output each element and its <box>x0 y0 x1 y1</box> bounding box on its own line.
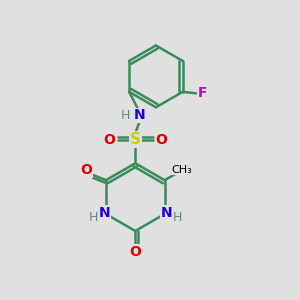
Text: F: F <box>198 86 207 100</box>
Text: O: O <box>155 133 167 147</box>
Text: N: N <box>160 206 172 220</box>
Text: O: O <box>103 133 115 147</box>
Text: O: O <box>129 244 141 259</box>
Text: CH₃: CH₃ <box>171 165 192 175</box>
Text: H: H <box>89 211 98 224</box>
Text: H: H <box>120 109 130 122</box>
Text: N: N <box>134 108 146 122</box>
Text: S: S <box>130 132 141 147</box>
Text: H: H <box>172 211 182 224</box>
Text: O: O <box>80 163 92 177</box>
Text: N: N <box>99 206 110 220</box>
